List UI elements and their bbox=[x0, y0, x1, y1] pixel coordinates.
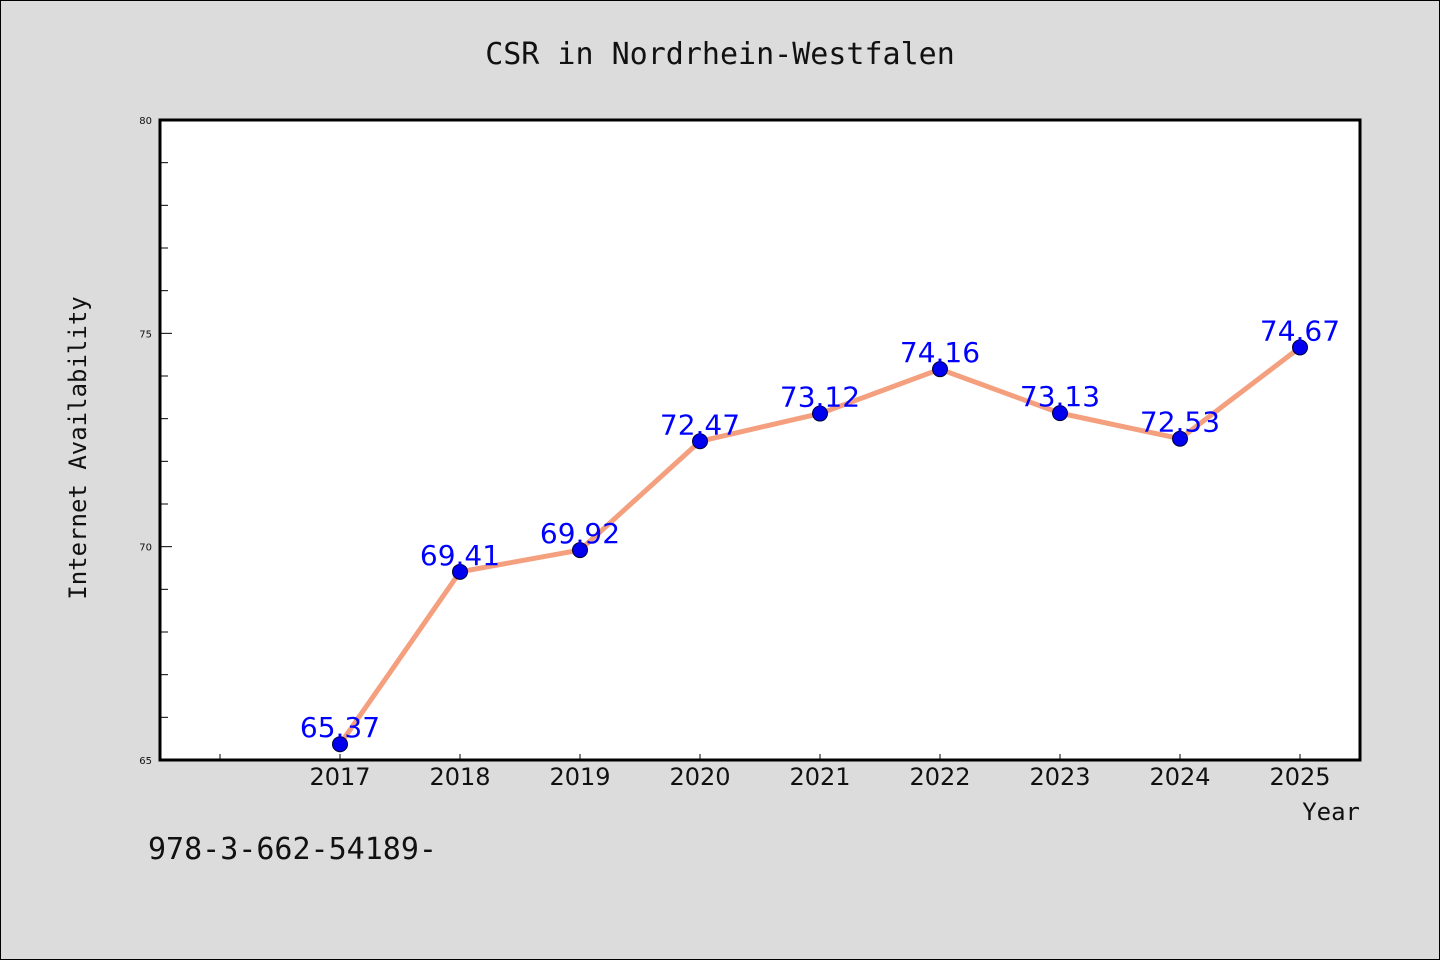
y-tick-label: 65 bbox=[139, 756, 152, 767]
data-label: 74.16 bbox=[900, 336, 980, 369]
x-tick-label: 2020 bbox=[669, 763, 730, 791]
x-tick-label: 2022 bbox=[909, 763, 970, 791]
y-tick-label: 70 bbox=[139, 543, 152, 554]
data-label: 74.67 bbox=[1260, 314, 1340, 347]
data-point bbox=[932, 361, 948, 378]
footnote-text: 978-3-662-54189- bbox=[148, 832, 437, 867]
chart-title: CSR in Nordrhein-Westfalen bbox=[485, 37, 955, 72]
x-axis-label: Year bbox=[1302, 798, 1360, 826]
data-point bbox=[812, 405, 828, 422]
y-tick-label: 80 bbox=[139, 116, 152, 127]
data-label: 73.12 bbox=[780, 381, 860, 414]
x-tick-label: 2018 bbox=[429, 763, 490, 791]
data-point bbox=[452, 563, 468, 580]
plot-area bbox=[160, 120, 1360, 760]
data-point bbox=[692, 433, 708, 450]
data-label: 72.47 bbox=[660, 408, 740, 441]
data-label: 72.53 bbox=[1140, 406, 1220, 439]
data-point bbox=[1052, 405, 1068, 422]
data-markers bbox=[332, 339, 1308, 753]
plot-border bbox=[158, 118, 1362, 762]
data-point bbox=[572, 542, 588, 559]
x-tick-label: 2025 bbox=[1269, 763, 1330, 791]
data-label: 69.92 bbox=[540, 517, 620, 550]
x-tick-label: 2021 bbox=[789, 763, 850, 791]
data-label: 65.37 bbox=[300, 711, 380, 744]
x-tick-label: 2024 bbox=[1149, 763, 1210, 791]
x-tick-label: 2017 bbox=[309, 763, 370, 791]
data-point bbox=[1292, 339, 1308, 356]
data-point bbox=[332, 736, 348, 753]
x-axis-ticks: 2017 2018 2019 2020 2021 2022 2023 2024 2025 bbox=[219, 754, 1331, 791]
y-axis-label: Internet Availability bbox=[64, 296, 92, 599]
x-tick-label: 2019 bbox=[549, 763, 610, 791]
y-tick-label: 75 bbox=[139, 329, 152, 340]
x-tick-label: 2023 bbox=[1029, 763, 1090, 791]
data-label: 73.13 bbox=[1020, 380, 1100, 413]
data-labels: 65.37 69.41 69.92 72.47 73.12 74.16 73.13 72.53… bbox=[300, 314, 1340, 744]
data-point bbox=[1172, 430, 1188, 447]
data-label: 69.41 bbox=[420, 539, 500, 572]
